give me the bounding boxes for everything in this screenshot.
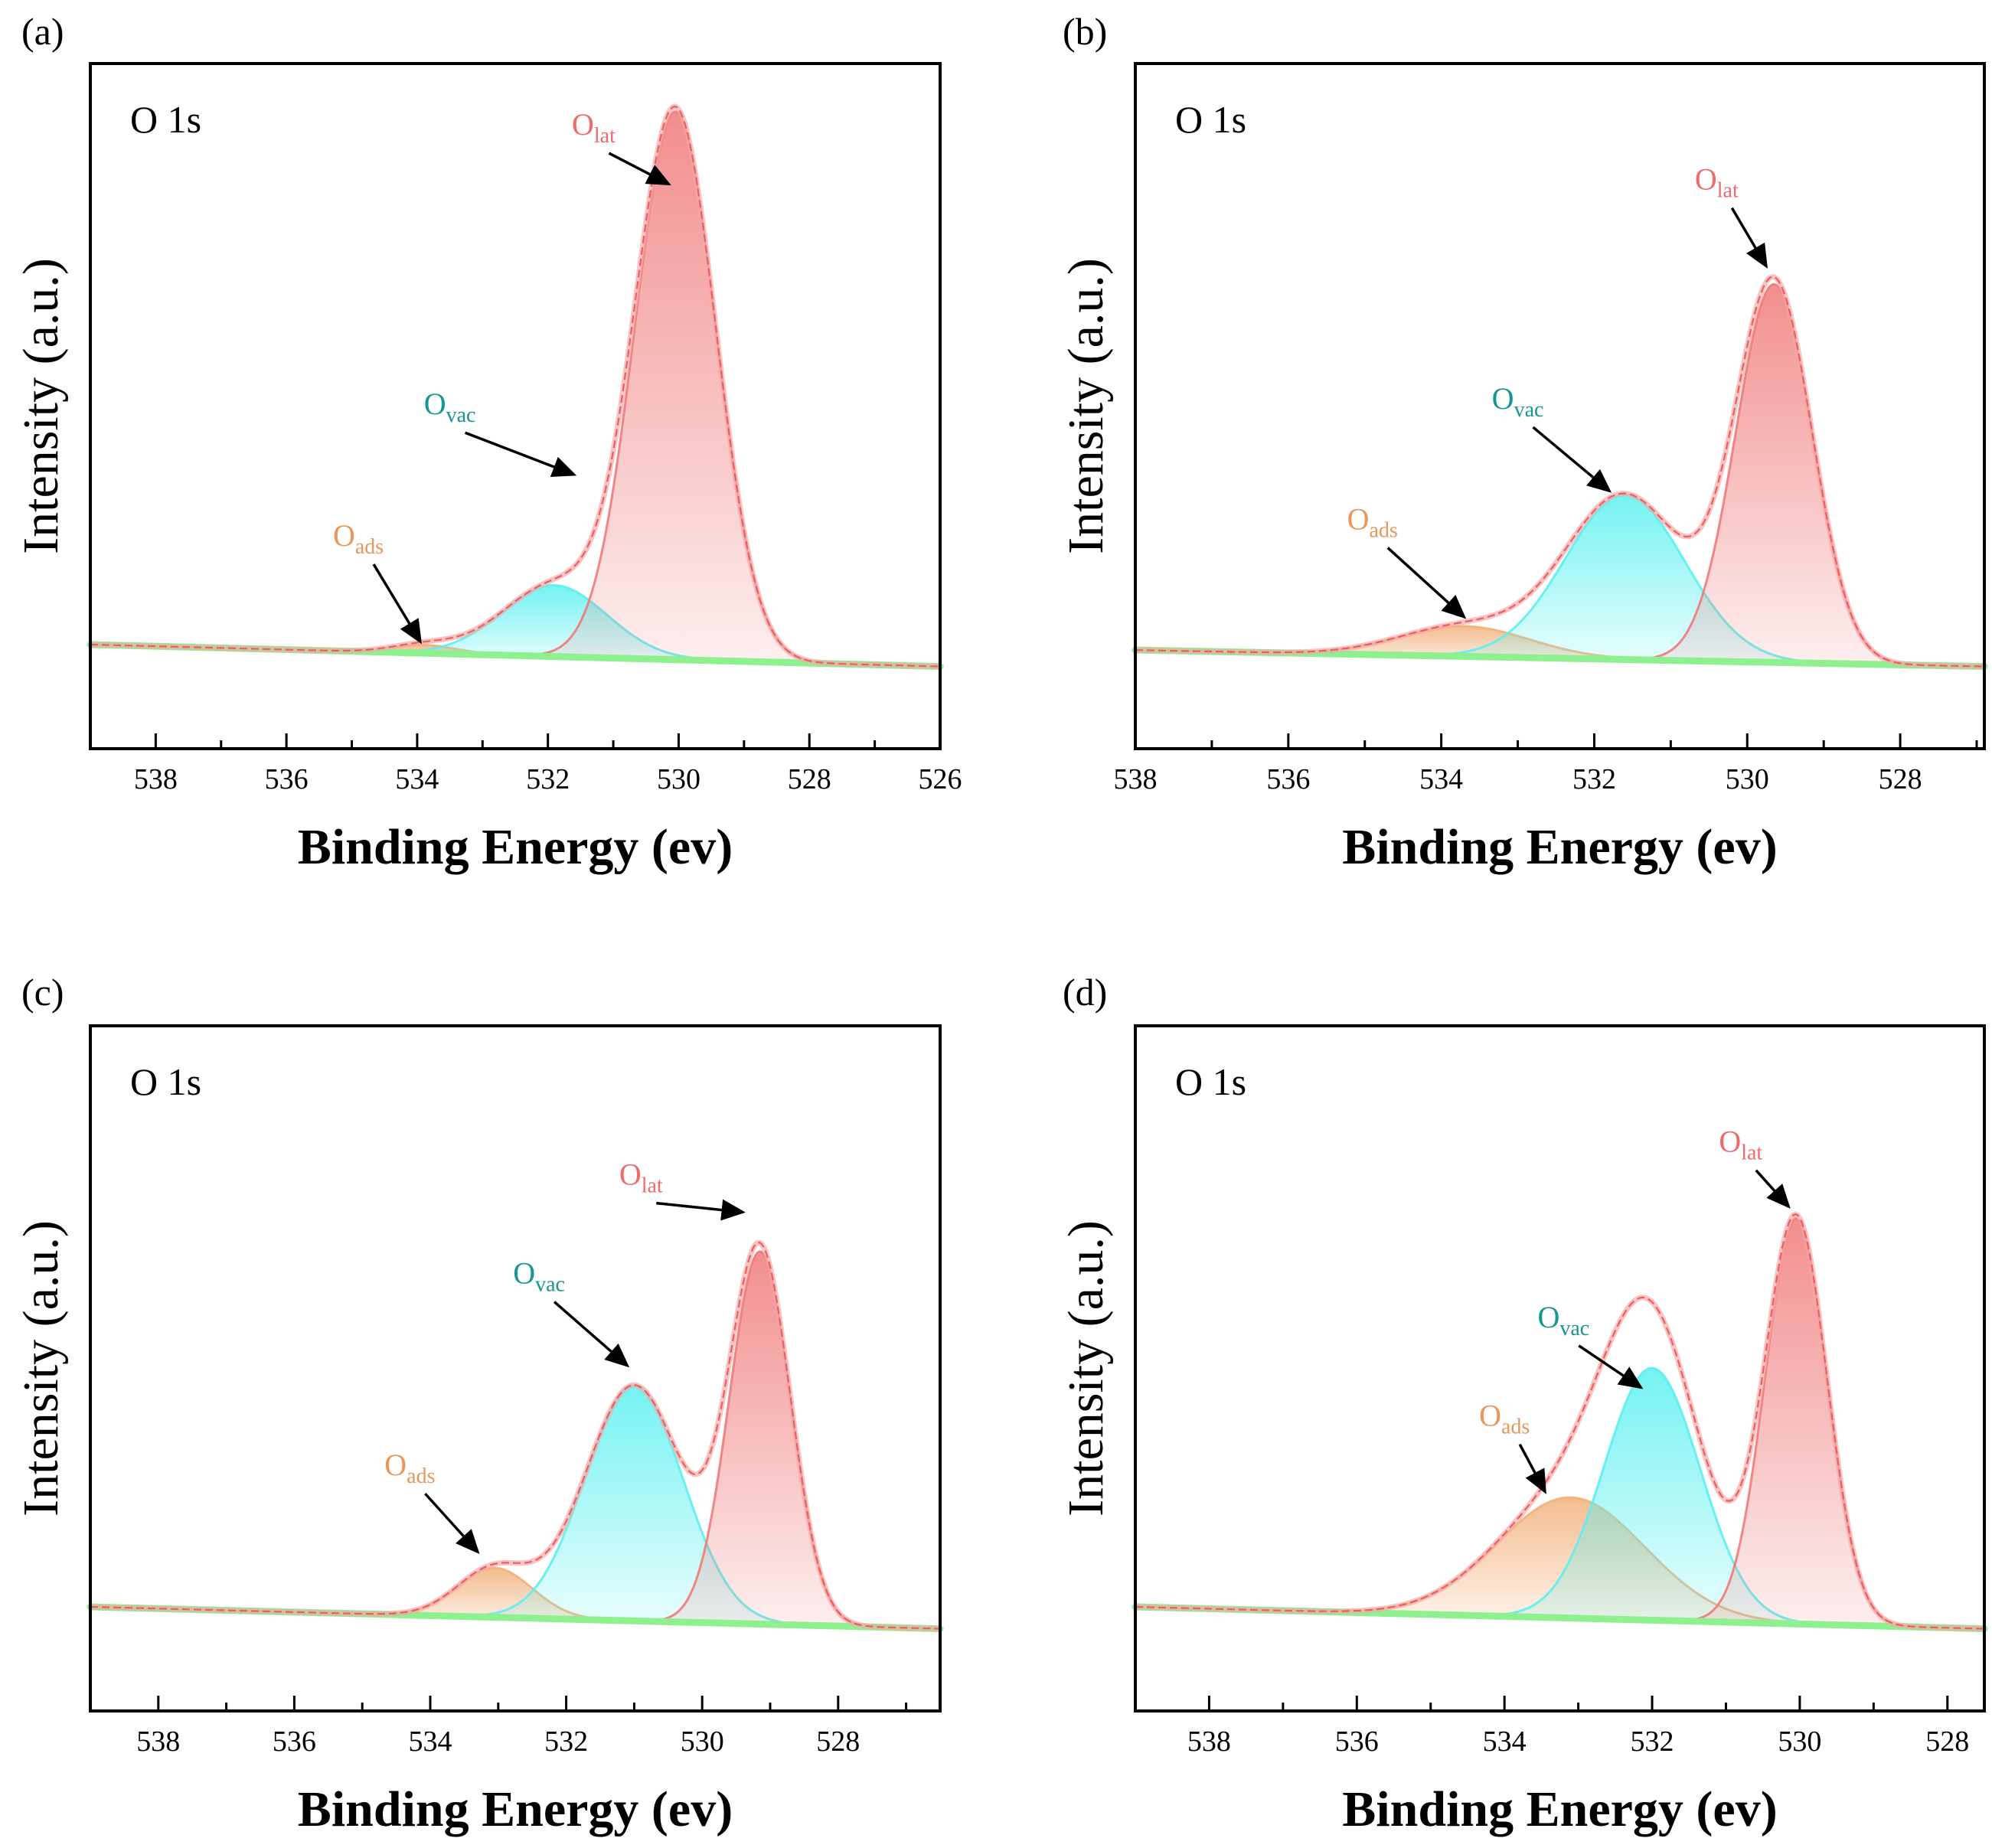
component-line-o-lat bbox=[90, 110, 941, 668]
fitted-envelope-line bbox=[1135, 1213, 1985, 1630]
x-tick-label: 528 bbox=[1925, 1726, 1969, 1758]
x-tick-label: 530 bbox=[1778, 1726, 1821, 1758]
x-tick-label: 532 bbox=[1631, 1726, 1674, 1758]
y-axis-label: Intensity (a.u.) bbox=[13, 1220, 69, 1517]
arrow-o-ads bbox=[372, 563, 423, 645]
x-tick-label: 538 bbox=[136, 1726, 180, 1758]
x-tick-label: 534 bbox=[1483, 1726, 1527, 1758]
plot-frame bbox=[89, 62, 942, 750]
x-tick-label: 528 bbox=[788, 763, 831, 795]
plot-frame bbox=[1134, 1024, 1986, 1713]
panel-letter: (b) bbox=[1063, 10, 1107, 53]
spectrum-title: O 1s bbox=[130, 98, 201, 141]
plot-frame bbox=[89, 1024, 942, 1713]
spectrum-title: O 1s bbox=[1175, 98, 1246, 141]
x-axis-label: Binding Energy (ev) bbox=[1342, 819, 1777, 875]
component-fill-o-ads bbox=[90, 1568, 940, 1629]
x-tick-label: 536 bbox=[1266, 763, 1310, 795]
label-o-vac: Ovac bbox=[1492, 381, 1544, 422]
arrow-o-vac bbox=[1578, 1344, 1644, 1389]
arrow-o-vac bbox=[553, 1301, 630, 1368]
plot-frame bbox=[1134, 62, 1986, 750]
x-tick-label: 536 bbox=[265, 763, 309, 795]
fitted-envelope-line bbox=[90, 105, 941, 668]
panel-letter: (c) bbox=[21, 971, 64, 1014]
x-tick-label: 534 bbox=[409, 1726, 452, 1758]
panel-b: 538 536 534 532 530 528 Binding Energy (ev) Int… bbox=[1058, 10, 1988, 875]
arrow-o-lat bbox=[608, 152, 671, 186]
x-tick-label: 530 bbox=[657, 763, 700, 795]
component-fill-o-vac bbox=[1135, 495, 1984, 667]
x-tick-label: 532 bbox=[1572, 763, 1616, 795]
label-o-vac: Ovac bbox=[1537, 1300, 1589, 1340]
arrow-o-lat bbox=[1755, 1169, 1791, 1209]
x-axis-label: Binding Energy (ev) bbox=[298, 1781, 733, 1837]
x-tick-label: 536 bbox=[273, 1726, 316, 1758]
arrow-o-vac bbox=[464, 431, 577, 478]
y-axis-label: Intensity (a.u.) bbox=[1058, 1220, 1114, 1517]
label-o-ads: Oads bbox=[384, 1448, 435, 1488]
spectrum-title: O 1s bbox=[130, 1060, 201, 1103]
x-tick-label: 534 bbox=[395, 763, 439, 795]
x-tick-label: 526 bbox=[919, 763, 962, 795]
x-axis-label: Binding Energy (ev) bbox=[1342, 1781, 1777, 1837]
label-o-ads: Oads bbox=[333, 518, 384, 559]
x-tick-label: 532 bbox=[544, 1726, 588, 1758]
arrow-o-lat bbox=[656, 1199, 746, 1221]
component-fill-o-ads bbox=[1135, 1497, 1984, 1629]
label-o-lat: Olat bbox=[1695, 162, 1739, 203]
panel-letter: (d) bbox=[1063, 971, 1107, 1014]
x-tick-label: 538 bbox=[1187, 1726, 1231, 1758]
label-o-ads: Oads bbox=[1479, 1399, 1530, 1439]
panel-a: 538 536 534 532 530 528 526 Binding Energy (ev)… bbox=[13, 10, 962, 875]
x-tick-label: 530 bbox=[1726, 763, 1769, 795]
arrow-o-ads bbox=[1518, 1443, 1546, 1494]
component-fill-o-lat bbox=[90, 1251, 940, 1629]
x-tick-label: 538 bbox=[1114, 763, 1158, 795]
y-axis-label: Intensity (a.u.) bbox=[13, 258, 69, 554]
panel-c: 538 536 534 532 530 528 Binding Energy (ev) Int… bbox=[13, 971, 944, 1837]
label-o-ads: Oads bbox=[1347, 502, 1398, 543]
x-tick-label: 534 bbox=[1419, 763, 1463, 795]
x-tick-label: 530 bbox=[681, 1726, 724, 1758]
label-o-lat: Olat bbox=[1719, 1125, 1762, 1165]
component-fill-o-lat bbox=[1135, 284, 1984, 667]
panel-d: 538 536 534 532 530 528 Binding Energy (ev) Int… bbox=[1058, 971, 1988, 1837]
y-axis-label: Intensity (a.u.) bbox=[1058, 258, 1114, 554]
x-tick-label: 532 bbox=[526, 763, 570, 795]
raw-data-line bbox=[90, 103, 941, 670]
x-tick-label: 536 bbox=[1335, 1726, 1379, 1758]
x-tick-label: 528 bbox=[1879, 763, 1922, 795]
x-tick-label: 538 bbox=[134, 763, 178, 795]
panel-letter: (a) bbox=[21, 10, 64, 53]
component-fill-o-vac bbox=[90, 585, 940, 667]
arrow-o-ads bbox=[424, 1492, 480, 1554]
label-o-vac: Ovac bbox=[424, 387, 476, 427]
component-fill-o-lat bbox=[1135, 1218, 1984, 1629]
arrow-o-ads bbox=[1386, 547, 1467, 619]
x-axis-label: Binding Energy (ev) bbox=[298, 819, 733, 875]
label-o-lat: Olat bbox=[572, 107, 616, 148]
fitted-envelope-line bbox=[90, 1241, 941, 1630]
arrow-o-vac bbox=[1532, 426, 1612, 493]
arrow-o-lat bbox=[1730, 207, 1768, 269]
spectrum-title: O 1s bbox=[1175, 1060, 1246, 1103]
label-o-lat: Olat bbox=[619, 1157, 663, 1198]
x-tick-label: 528 bbox=[816, 1726, 860, 1758]
component-fill-o-lat bbox=[90, 111, 940, 667]
fitted-envelope-line bbox=[1135, 276, 1985, 668]
label-o-vac: Ovac bbox=[513, 1256, 565, 1297]
